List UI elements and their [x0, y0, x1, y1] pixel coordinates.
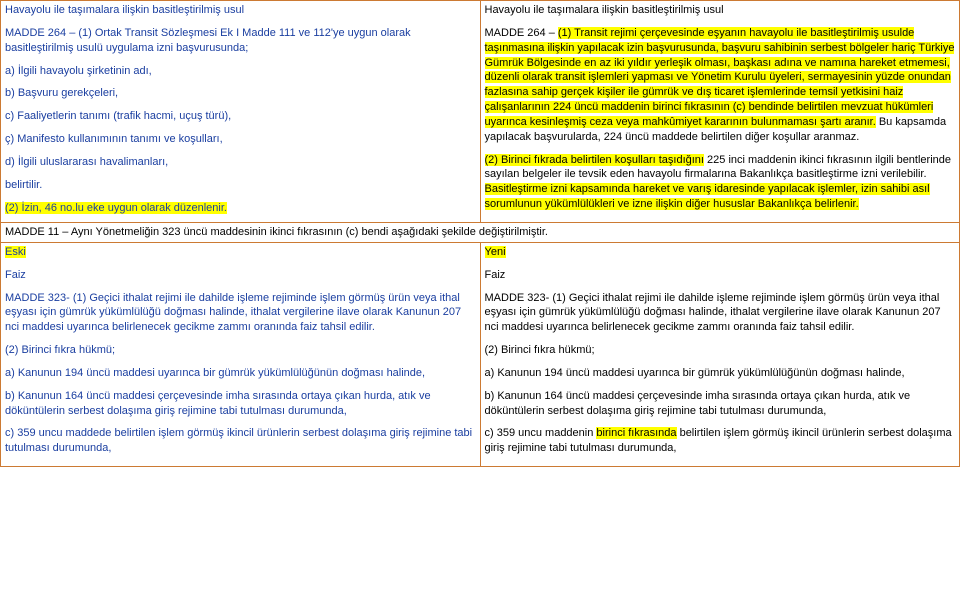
left-b: b) Başvuru gerekçeleri, — [5, 86, 476, 101]
row3-left-cell: Eski Faiz MADDE 323- (1) Geçici ithalat … — [1, 242, 481, 466]
right3-c-pre: c) 359 uncu maddenin — [485, 427, 597, 439]
row3-right-cell: Yeni Faiz MADDE 323- (1) Geçici ithalat … — [480, 242, 960, 466]
right-p2c: Basitleştirme izni kapsamında hareket ve… — [485, 183, 930, 210]
left-c: c) Faaliyetlerin tanımı (trafik hacmi, u… — [5, 109, 476, 124]
left-e: belirtilir. — [5, 178, 476, 193]
right-faiz: Faiz — [485, 268, 956, 283]
left-faiz: Faiz — [5, 268, 476, 283]
left3-p2: (2) Birinci fıkra hükmü; — [5, 343, 476, 358]
right-p1: MADDE 264 – (1) Transit rejimi çerçevesi… — [485, 26, 956, 145]
left-f: (2) İzin, 46 no.lu eke uygun olarak düze… — [5, 202, 227, 214]
left-d: d) İlgili uluslararası havalimanları, — [5, 155, 476, 170]
left3-b: b) Kanunun 164 üncü maddesi çerçevesinde… — [5, 389, 476, 419]
right3-a: a) Kanunun 194 üncü maddesi uyarınca bir… — [485, 366, 956, 381]
right-p1a: MADDE 264 – — [485, 27, 558, 39]
row1-left-cell: Havayolu ile taşımalara ilişkin basitleş… — [1, 1, 481, 223]
comparison-table: Havayolu ile taşımalara ilişkin basitleş… — [0, 0, 960, 467]
right-p1b: (1) Transit rejimi çerçevesinde eşyanın … — [485, 27, 955, 128]
right-title: Havayolu ile taşımalara ilişkin basitleş… — [485, 3, 956, 18]
eski-label: Eski — [5, 246, 26, 258]
right-p2a: (2) Birinci fıkrada belirtilen koşulları… — [485, 154, 704, 166]
right3-b: b) Kanunun 164 üncü maddesi çerçevesinde… — [485, 389, 956, 419]
left-a: a) İlgili havayolu şirketinin adı, — [5, 64, 476, 79]
left3-a: a) Kanunun 194 üncü maddesi uyarınca bir… — [5, 366, 476, 381]
left3-p1: MADDE 323- (1) Geçici ithalat rejimi ile… — [5, 291, 476, 336]
right3-c-hl: birinci fıkrasında — [596, 427, 676, 439]
left-title: Havayolu ile taşımalara ilişkin basitleş… — [5, 3, 476, 18]
right-p2: (2) Birinci fıkrada belirtilen koşulları… — [485, 153, 956, 212]
left-p1: MADDE 264 – (1) Ortak Transit Sözleşmesi… — [5, 26, 476, 56]
row2-text: MADDE 11 – Aynı Yönetmeliğin 323 üncü ma… — [5, 226, 548, 238]
left-cc: ç) Manifesto kullanımının tanımı ve koşu… — [5, 132, 476, 147]
right3-p2: (2) Birinci fıkra hükmü; — [485, 343, 956, 358]
yeni-label: Yeni — [485, 246, 506, 258]
right3-c: c) 359 uncu maddenin birinci fıkrasında … — [485, 426, 956, 456]
row2-cell: MADDE 11 – Aynı Yönetmeliğin 323 üncü ma… — [1, 222, 960, 242]
row1-right-cell: Havayolu ile taşımalara ilişkin basitleş… — [480, 1, 960, 223]
right3-p1: MADDE 323- (1) Geçici ithalat rejimi ile… — [485, 291, 956, 336]
left3-c: c) 359 uncu maddede belirtilen işlem gör… — [5, 426, 476, 456]
